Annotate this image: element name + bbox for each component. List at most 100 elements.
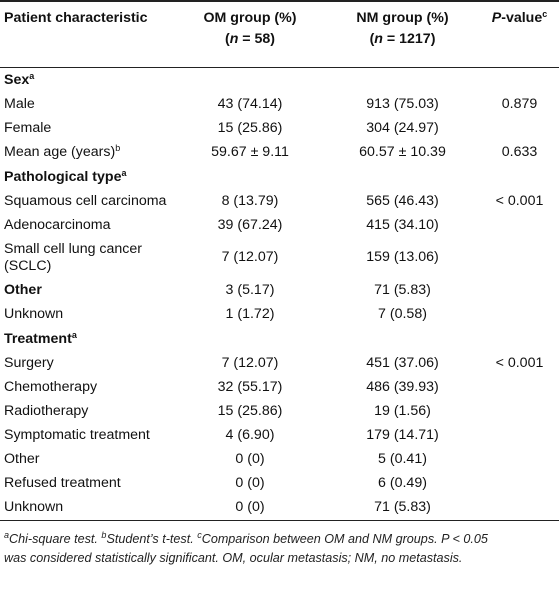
footnote-b: Student’s t-test. — [106, 531, 198, 546]
om-value: 7 (12.07) — [221, 249, 279, 265]
nm-value: 913 (75.03) — [366, 96, 439, 112]
header-p-value: P-valuec — [480, 0, 559, 68]
table-row-radiotherapy: Radiotherapy 15 (25.86) 19 (1.56) — [0, 400, 559, 424]
nm-value: 179 (14.71) — [366, 427, 439, 443]
row-label: Unknown — [0, 495, 175, 521]
header-nm-paren: ( — [369, 31, 375, 47]
row-label: Mean age (years)b — [4, 143, 121, 161]
om-value: 59.67 ± 9.11 — [211, 144, 289, 160]
header-nm-n: n — [374, 31, 383, 47]
p-value — [480, 238, 559, 278]
nm-value: 6 (0.49) — [378, 475, 427, 491]
row-label: Unknown — [4, 306, 64, 322]
header-om-paren: ( — [224, 31, 230, 47]
table-row-mean-age: Mean age (years)b 59.67 ± 9.11 60.57 ± 1… — [0, 141, 559, 165]
nm-value: 71 (5.83) — [374, 281, 431, 298]
section-label: Sexa — [4, 70, 35, 88]
table-row-unknown-pathological: Unknown 1 (1.72) 7 (0.58) — [0, 303, 559, 327]
row-label: Symptomatic treatment — [4, 427, 150, 443]
header-om-n: n — [229, 31, 239, 47]
p-value — [480, 278, 559, 303]
p-value — [480, 376, 559, 400]
row-label: Male — [4, 96, 35, 112]
patient-characteristics-table: Patient characteristic OM group (%) (n =… — [0, 0, 559, 521]
row-label: Female — [4, 120, 52, 136]
section-label: Pathological typea — [4, 167, 127, 185]
nm-value: 19 (1.56) — [374, 403, 431, 419]
row-label: Small cell lung cancer (SCLC) — [4, 240, 142, 274]
table-row-other-treatment: Other 0 (0) 5 (0.41) — [0, 448, 559, 472]
om-value: 8 (13.79) — [221, 193, 279, 209]
table-footnote: aChi-square test. bStudent’s t-test. cCo… — [0, 521, 559, 568]
om-value: 32 (55.17) — [217, 379, 283, 395]
row-label: Radiotherapy — [4, 403, 89, 419]
row-label: Refused treatment — [4, 475, 121, 491]
table-row-unknown-treatment: Unknown 0 (0) 71 (5.83) — [0, 495, 559, 521]
header-nm-count: = 1217) — [382, 31, 436, 47]
footnote-sup-a: a — [4, 529, 10, 540]
p-value — [480, 424, 559, 448]
om-value: 0 (0) — [235, 451, 265, 467]
p-value — [480, 117, 559, 141]
nm-value: 451 (37.06) — [366, 355, 439, 371]
header-om-count: = 58) — [238, 31, 276, 47]
p-value — [480, 400, 559, 424]
header-om-group: OM group (%) (n = 58) — [175, 0, 325, 68]
header-p-letter: P — [491, 10, 502, 26]
row-label: Adenocarcinoma — [4, 217, 111, 233]
footnote-sup-b: b — [101, 529, 107, 540]
row-label: Other — [4, 451, 40, 467]
om-value: 3 (5.17) — [225, 281, 275, 298]
table-row-symptomatic: Symptomatic treatment 4 (6.90) 179 (14.7… — [0, 424, 559, 448]
om-value: 0 (0) — [175, 495, 325, 521]
table-row-female: Female 15 (25.86) 304 (24.97) — [0, 117, 559, 141]
section-label: Treatmenta — [4, 329, 77, 347]
table-header-row: Patient characteristic OM group (%) (n =… — [0, 0, 559, 68]
om-value: 1 (1.72) — [225, 306, 275, 322]
nm-value: 60.57 ± 10.39 — [359, 144, 446, 160]
nm-value: 565 (46.43) — [366, 193, 439, 209]
om-value: 4 (6.90) — [225, 427, 275, 443]
table-row-surgery: Surgery 7 (12.07) 451 (37.06) < 0.001 — [0, 352, 559, 376]
header-p-rest: -value — [501, 10, 543, 26]
p-value: < 0.001 — [495, 355, 544, 371]
header-nm-group: NM group (%) (n = 1217) — [325, 0, 480, 68]
p-value: < 0.001 — [495, 193, 544, 209]
row-label: Surgery — [4, 355, 54, 371]
om-value: 7 (12.07) — [221, 355, 279, 371]
om-value: 43 (74.14) — [217, 96, 283, 112]
nm-value: 486 (39.93) — [366, 379, 439, 395]
p-value: 0.633 — [501, 144, 538, 160]
p-value: 0.879 — [501, 96, 538, 112]
table-row-refused: Refused treatment 0 (0) 6 (0.49) — [0, 472, 559, 496]
om-value: 15 (25.86) — [217, 120, 283, 136]
p-value — [480, 448, 559, 472]
nm-value: 159 (13.06) — [366, 249, 439, 265]
p-value — [480, 214, 559, 238]
nm-value: 415 (34.10) — [366, 217, 439, 233]
header-patient-characteristic: Patient characteristic — [0, 0, 175, 68]
nm-value: 5 (0.41) — [378, 451, 427, 467]
p-value — [480, 303, 559, 327]
table-row-male: Male 43 (74.14) 913 (75.03) 0.879 — [0, 93, 559, 117]
p-value — [480, 472, 559, 496]
table-row-adenocarcinoma: Adenocarcinoma 39 (67.24) 415 (34.10) — [0, 214, 559, 238]
om-value: 15 (25.86) — [217, 403, 283, 419]
header-p-sup: c — [542, 9, 548, 19]
row-label: Chemotherapy — [4, 379, 98, 395]
table-row-sclc: Small cell lung cancer (SCLC) 7 (12.07) 1… — [0, 238, 559, 278]
footnote-a: Chi-square test. — [9, 531, 102, 546]
nm-value: 71 (5.83) — [325, 495, 480, 521]
table-row-other-pathological: Other 3 (5.17) 71 (5.83) — [0, 278, 559, 303]
nm-value: 304 (24.97) — [366, 120, 439, 136]
footnote-c: Comparison between OM and NM groups. P <… — [201, 531, 488, 546]
section-row-pathological-type: Pathological typea — [0, 165, 559, 190]
footnote-sup-c: c — [197, 529, 202, 540]
header-nm-label: NM group (%) — [356, 10, 449, 26]
footnote-line2: was considered statistically significant… — [4, 550, 463, 565]
row-label: Squamous cell carcinoma — [4, 193, 167, 209]
table-row-chemotherapy: Chemotherapy 32 (55.17) 486 (39.93) — [0, 376, 559, 400]
row-label: Other — [4, 281, 42, 298]
section-row-treatment: Treatmenta — [0, 327, 559, 352]
